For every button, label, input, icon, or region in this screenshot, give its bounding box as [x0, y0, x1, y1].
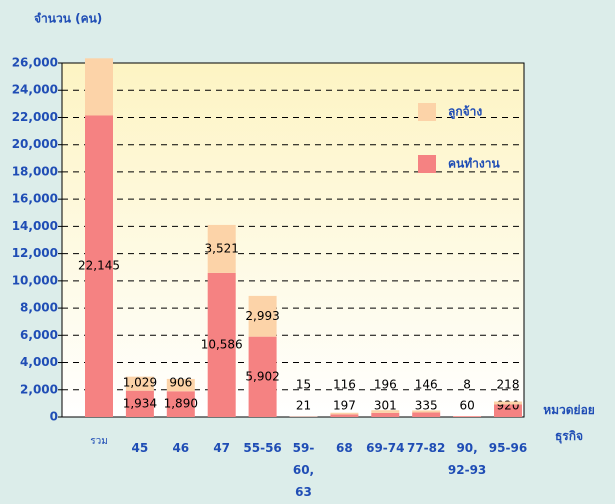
data-label: 1,029 — [123, 375, 157, 389]
data-label: 301 — [374, 399, 397, 413]
data-label: 8 — [463, 378, 471, 392]
legend-label: คนทำงาน — [448, 157, 500, 171]
bar-segment — [248, 336, 277, 417]
bar-segment — [412, 412, 441, 417]
y-tick-label: 8,000 — [20, 301, 58, 315]
x-tick-label: รวม — [90, 436, 108, 447]
data-label: 920 — [497, 399, 520, 413]
bar-segment — [248, 295, 277, 337]
legend-swatch — [418, 155, 436, 173]
y-tick-label: 0 — [50, 410, 58, 424]
data-label: 5,902 — [245, 369, 279, 383]
data-label: 116 — [333, 378, 356, 392]
data-label: 218 — [497, 378, 520, 392]
bar-segment — [207, 224, 236, 273]
data-label: 60 — [459, 399, 474, 413]
x-tick-label: 46 — [172, 441, 190, 455]
y-tick-label: 22,000 — [12, 110, 58, 124]
y-tick-label: 10,000 — [12, 273, 58, 287]
x-tick-label: 95-96 — [488, 441, 528, 455]
y-tick-label: 4,000 — [20, 355, 58, 369]
data-label: 196 — [374, 378, 397, 392]
data-label: 146 — [415, 378, 438, 392]
x-tick-label: 47 — [213, 441, 231, 455]
data-label: 2,993 — [245, 309, 279, 323]
x-tick-label: 68 — [336, 441, 353, 455]
data-label: 1,934 — [123, 396, 157, 410]
plot-area — [61, 62, 525, 418]
x-tick-label: 77-82 — [406, 441, 446, 455]
bar-segment — [125, 376, 154, 391]
x-tick-label: 59-60, 63 — [292, 441, 315, 499]
bar-segment — [166, 391, 195, 417]
bar-segment — [85, 115, 113, 417]
data-label: 22,145 — [78, 259, 120, 273]
bar-segment — [207, 272, 236, 417]
y-tick-label: 12,000 — [12, 246, 58, 260]
data-label: 10,586 — [201, 337, 243, 351]
x-axis-label: หมวดย่อย ธุรกิจ — [543, 403, 595, 443]
legend-label: ลูกจ้าง — [448, 105, 482, 120]
y-tick-label: 16,000 — [12, 192, 58, 206]
bar-segment — [330, 414, 359, 417]
x-tick-label: 45 — [131, 441, 149, 455]
data-label: 335 — [415, 399, 438, 413]
y-tick-label: 20,000 — [12, 137, 58, 151]
bar-segment — [371, 412, 400, 417]
bar-segment — [494, 401, 522, 405]
x-tick-label: 90, 92-93 — [447, 441, 487, 477]
bar-segment — [494, 404, 522, 417]
bar-segment — [371, 410, 400, 413]
data-label: 1,890 — [164, 397, 198, 411]
y-tick-label: 6,000 — [20, 328, 58, 342]
y-tick-label: 2,000 — [20, 382, 58, 396]
bar-segment — [125, 390, 154, 417]
data-label: 15 — [296, 378, 311, 392]
bar-segment — [412, 410, 441, 413]
data-label: 906 — [169, 376, 192, 390]
y-tick-label: 24,000 — [12, 83, 58, 97]
bar-segment — [166, 378, 195, 392]
x-tick-label: 55-56 — [243, 441, 282, 455]
y-tick-label: 14,000 — [12, 219, 58, 233]
data-label: 3,521 — [205, 241, 239, 255]
x-tick-label: 69-74 — [366, 441, 405, 455]
bar-segment — [330, 412, 359, 415]
data-label: 197 — [333, 399, 356, 413]
chart-title: จำนวน (คน) — [34, 12, 102, 26]
bar-segment — [453, 416, 482, 417]
y-tick-label: 18,000 — [12, 164, 58, 178]
y-tick-label: 26,000 — [12, 56, 58, 70]
bar-segment — [85, 58, 113, 116]
data-label: 21 — [296, 399, 311, 413]
legend-swatch — [418, 103, 436, 121]
